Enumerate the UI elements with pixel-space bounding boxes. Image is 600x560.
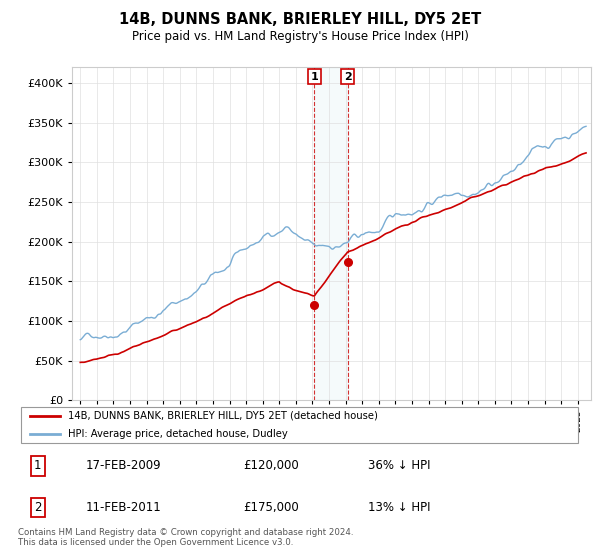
Text: HPI: Average price, detached house, Dudley: HPI: Average price, detached house, Dudl… <box>68 430 287 439</box>
Text: 14B, DUNNS BANK, BRIERLEY HILL, DY5 2ET (detached house): 14B, DUNNS BANK, BRIERLEY HILL, DY5 2ET … <box>68 411 377 421</box>
Bar <box>314 67 347 400</box>
Text: 17-FEB-2009: 17-FEB-2009 <box>86 459 161 473</box>
Text: £120,000: £120,000 <box>244 459 299 473</box>
Text: 2: 2 <box>34 501 41 514</box>
Text: 13% ↓ HPI: 13% ↓ HPI <box>368 501 430 514</box>
Text: 36% ↓ HPI: 36% ↓ HPI <box>368 459 430 473</box>
FancyBboxPatch shape <box>21 407 578 443</box>
Text: 1: 1 <box>34 459 41 473</box>
Text: Price paid vs. HM Land Registry's House Price Index (HPI): Price paid vs. HM Land Registry's House … <box>131 30 469 43</box>
Text: Contains HM Land Registry data © Crown copyright and database right 2024.
This d: Contains HM Land Registry data © Crown c… <box>18 528 353 547</box>
Text: 14B, DUNNS BANK, BRIERLEY HILL, DY5 2ET: 14B, DUNNS BANK, BRIERLEY HILL, DY5 2ET <box>119 12 481 27</box>
Text: 11-FEB-2011: 11-FEB-2011 <box>86 501 161 514</box>
Text: 2: 2 <box>344 72 352 82</box>
Text: 1: 1 <box>311 72 318 82</box>
Text: £175,000: £175,000 <box>244 501 299 514</box>
